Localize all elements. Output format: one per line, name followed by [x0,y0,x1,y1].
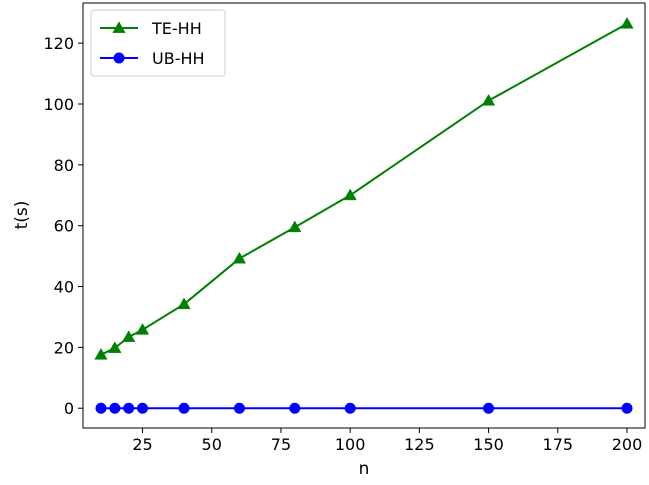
legend-item: TE-HH [100,19,202,38]
x-tick-label: 200 [612,435,643,454]
data-point [481,93,496,106]
y-tick-label: 80 [54,156,74,175]
data-point [122,330,136,342]
x-axis-label: n [359,459,370,479]
legend-label: TE-HH [151,19,202,38]
x-tick-label: 175 [543,435,574,454]
x-tick-label: 100 [335,435,366,454]
y-axis-label: t(s) [12,201,32,230]
legend: TE-HH UB-HH [90,9,226,77]
legend-marker [113,52,125,64]
data-point [177,297,191,310]
data-point [109,402,121,414]
data-point [343,188,357,201]
y-tick-label: 60 [54,217,74,236]
legend-frame [90,9,226,77]
y-tick-label: 20 [54,338,74,357]
x-tick-label: 25 [132,435,152,454]
x-tick-label: 150 [473,435,504,454]
legend-marker [112,21,126,33]
series-ub-hh [95,402,633,414]
y-tick-label: 0 [64,399,74,418]
y-tick-label: 100 [43,95,74,114]
series-layer [94,16,634,414]
data-point [288,220,302,233]
data-point [137,402,149,414]
data-point [123,402,135,414]
data-point [621,402,633,414]
axes-layer: 25 50 75 100 125 150 175 200 0 20 40 60 80 100 120 [43,2,646,454]
data-point [94,347,108,360]
legend-label: UB-HH [152,49,205,68]
data-point [178,402,190,414]
x-tick-label: 50 [202,435,222,454]
data-point [95,402,107,414]
series-line-te-hh [100,22,628,356]
y-tick-label: 120 [43,34,74,53]
data-point [135,323,150,335]
axes-frame [82,2,646,429]
data-point [108,341,122,353]
data-point [483,402,495,414]
data-point [344,402,356,414]
x-tick-label: 125 [404,435,435,454]
series-te-hh [94,16,634,360]
data-point [233,402,245,414]
data-point [620,16,634,29]
data-point [289,402,301,414]
legend-item: UB-HH [100,49,205,68]
x-tick-label: 75 [271,435,291,454]
y-tick-label: 40 [54,278,74,297]
data-point [232,251,247,264]
